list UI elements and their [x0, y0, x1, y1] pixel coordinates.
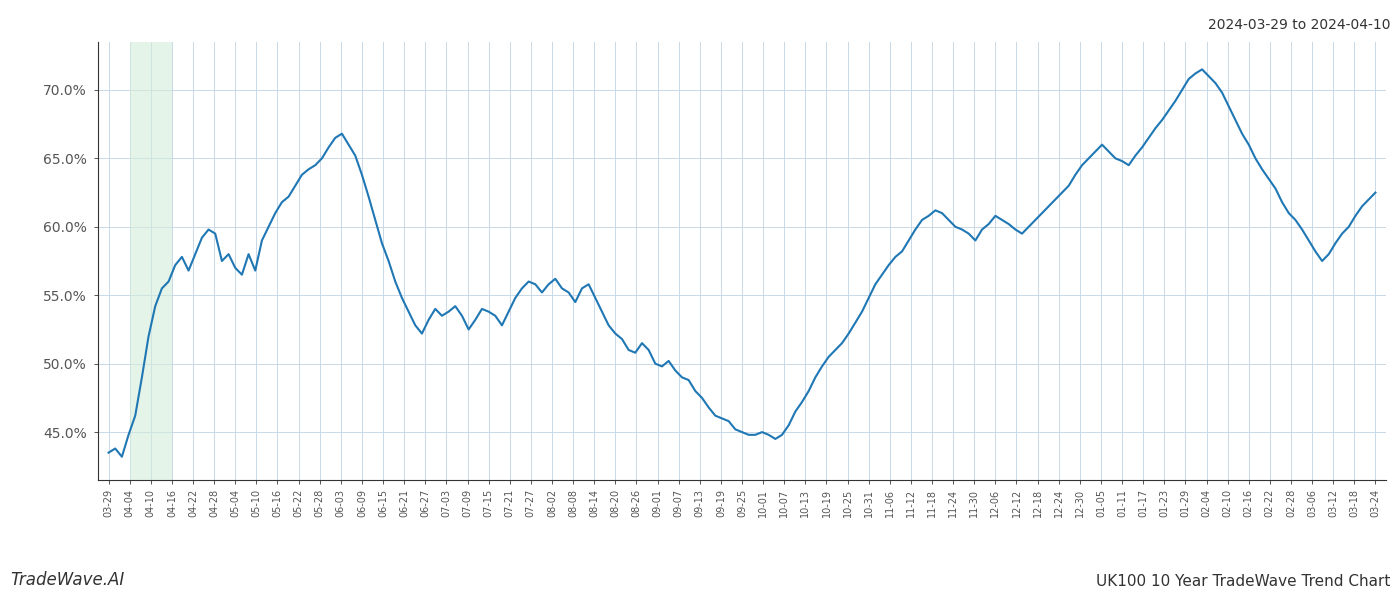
Bar	[130, 42, 172, 480]
Text: 2024-03-29 to 2024-04-10: 2024-03-29 to 2024-04-10	[1208, 18, 1390, 32]
Text: TradeWave.AI: TradeWave.AI	[10, 571, 125, 589]
Text: UK100 10 Year TradeWave Trend Chart: UK100 10 Year TradeWave Trend Chart	[1096, 574, 1390, 589]
